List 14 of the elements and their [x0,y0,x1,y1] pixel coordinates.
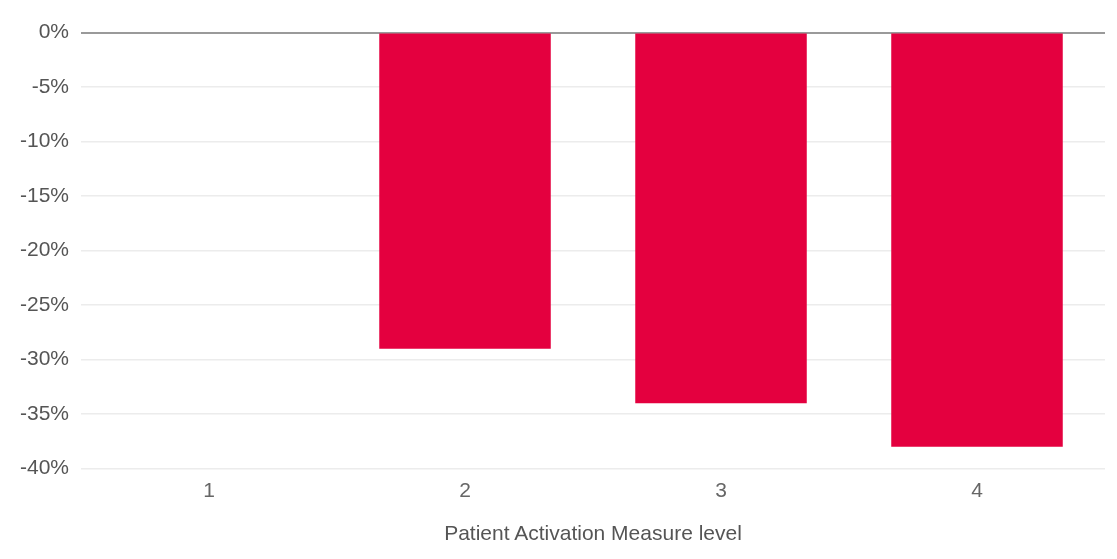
y-tick-label: -5% [31,73,70,97]
y-tick-label: -30% [19,346,70,370]
x-axis-title: Patient Activation Measure level [444,521,742,545]
x-tick-label: 2 [459,478,471,501]
y-tick-label: -40% [19,455,70,479]
y-tick-label: -20% [19,237,70,261]
y-tick-label: 0% [38,19,70,43]
y-tick-label: -35% [19,400,70,424]
x-tick-label: 3 [715,478,727,501]
y-tick-label: -25% [19,291,70,315]
x-tick-label: 4 [971,478,984,501]
y-tick-label: -15% [19,182,70,206]
x-tick-label: 1 [203,478,215,501]
y-tick-label: -10% [19,128,70,152]
